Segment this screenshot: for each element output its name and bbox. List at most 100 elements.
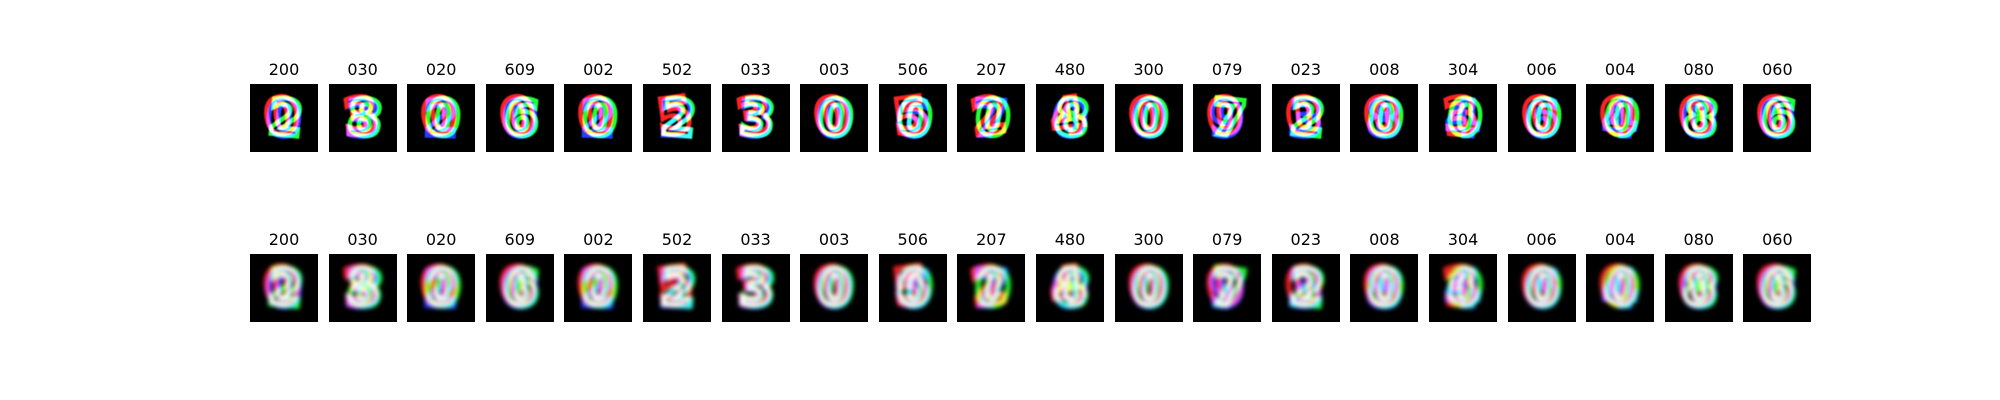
digit-sample: 609 0 6 0 [485, 230, 554, 330]
sample-label: 080 [1683, 60, 1715, 79]
digit-sample: 080 0 8 0 [1664, 60, 1733, 160]
sample-label: 609 [504, 230, 536, 249]
channel-stroke: 0 [1366, 88, 1407, 149]
sample-label: 200 [268, 60, 300, 79]
digit-sample: 020 0 0 2 [407, 60, 476, 160]
channel-stroke: 0 [423, 88, 464, 149]
channel-stroke: 4 [1445, 259, 1482, 318]
rgb-digit-composite: 006 [1516, 254, 1567, 321]
rgb-digit-composite: 006 [1516, 84, 1566, 151]
rgb-digit-composite: 333 [730, 84, 780, 151]
channel-stroke: 0 [1602, 88, 1643, 149]
channel-stroke: 8 [1052, 88, 1093, 149]
channel-stroke: 6 [894, 259, 931, 318]
digit-sample: 003 0 0 0 [800, 60, 869, 160]
digit-sample: 033 3 3 3 [721, 230, 790, 330]
digit-sample: 060 0 6 0 [1743, 230, 1812, 330]
rgb-digit-composite: 002 [415, 254, 466, 321]
channel-stroke: 2 [423, 259, 460, 318]
rgb-digit-composite: 207 [965, 254, 1016, 321]
digit-sample: 200 0 2 0 [250, 230, 318, 330]
rgb-digit-composite: 004 [1594, 254, 1645, 321]
sample-label: 079 [1211, 230, 1243, 249]
channel-stroke: 2 [423, 89, 460, 148]
digit-sample: 502 5 2 2 [643, 60, 711, 160]
sample-label: 079 [1211, 60, 1243, 79]
channel-stroke: 4 [1445, 89, 1482, 148]
sample-label: 207 [976, 60, 1007, 79]
rgb-digit-composite: 480 [1044, 84, 1094, 151]
digit-sample: 506 5 0 6 [878, 230, 947, 330]
digit-sample: 002 0 0 2 [564, 60, 633, 160]
sample-label: 004 [1604, 60, 1636, 79]
channel-stroke: 0 [266, 259, 303, 318]
digit-sample: 300 0 0 0 [1114, 230, 1183, 330]
channel-stroke: 0 [580, 88, 621, 149]
channel-stroke: 8 [1366, 89, 1403, 148]
channel-stroke: 7 [973, 89, 1010, 148]
sample-label: 304 [1447, 60, 1479, 79]
sample-label: 002 [583, 230, 614, 249]
rgb-digit-composite: 000 [1123, 84, 1173, 151]
channel-stroke: 8 [344, 88, 385, 149]
sample-row-sharp: 200 0 2 0 030 3 8 3 020 0 0 2 609 0 6 0 002 0 0 2 502 5 2 2 033 3… [0, 60, 2000, 160]
channel-stroke: 3 [344, 259, 381, 318]
rgb-digit-composite: 023 [1280, 254, 1331, 321]
rgb-digit-composite: 080 [1673, 84, 1723, 151]
digit-sample: 033 3 3 3 [721, 60, 790, 160]
digit-sample: 480 4 8 0 [1036, 60, 1104, 160]
channel-stroke: 0 [816, 88, 857, 149]
channel-stroke: 0 [1445, 88, 1486, 149]
channel-stroke: 3 [737, 89, 774, 148]
digit-sample: 004 0 0 4 [1586, 230, 1655, 330]
channel-stroke: 0 [1680, 89, 1717, 148]
channel-stroke: 0 [1759, 89, 1796, 148]
channel-stroke: 3 [1287, 259, 1324, 318]
sample-label: 060 [1762, 60, 1793, 79]
digit-sample: 506 5 0 6 [878, 60, 947, 160]
sample-label: 023 [1290, 60, 1322, 79]
rgb-digit-composite: 020 [258, 84, 308, 151]
rgb-digit-composite: 000 [1123, 254, 1174, 321]
channel-stroke: 9 [1209, 89, 1246, 148]
digit-sample: 004 0 0 4 [1586, 60, 1655, 160]
rgb-digit-composite: 002 [573, 84, 623, 151]
sample-label: 004 [1604, 230, 1636, 249]
digit-sample: 304 3 0 4 [1429, 60, 1497, 160]
rgb-digit-composite: 079 [1201, 84, 1251, 151]
channel-stroke: 3 [737, 259, 774, 318]
rgb-digit-composite: 000 [808, 254, 859, 321]
sample-label: 480 [1054, 230, 1086, 249]
channel-stroke: 9 [1209, 259, 1246, 318]
digit-sample: 006 0 0 6 [1507, 230, 1576, 330]
sample-label: 008 [1369, 230, 1400, 249]
sample-label: 003 [818, 230, 850, 249]
channel-stroke: 0 [816, 259, 853, 318]
sample-label: 002 [583, 60, 614, 79]
sample-label: 006 [1526, 60, 1557, 79]
rgb-digit-composite: 060 [494, 254, 545, 321]
digit-sample: 207 2 0 7 [957, 60, 1026, 160]
rgb-digit-composite: 060 [494, 84, 544, 151]
channel-stroke: 0 [973, 88, 1014, 149]
rgb-digit-composite: 304 [1437, 84, 1487, 151]
channel-stroke: 3 [344, 89, 381, 148]
channel-stroke: 2 [659, 88, 700, 149]
sample-label: 060 [1762, 230, 1793, 249]
